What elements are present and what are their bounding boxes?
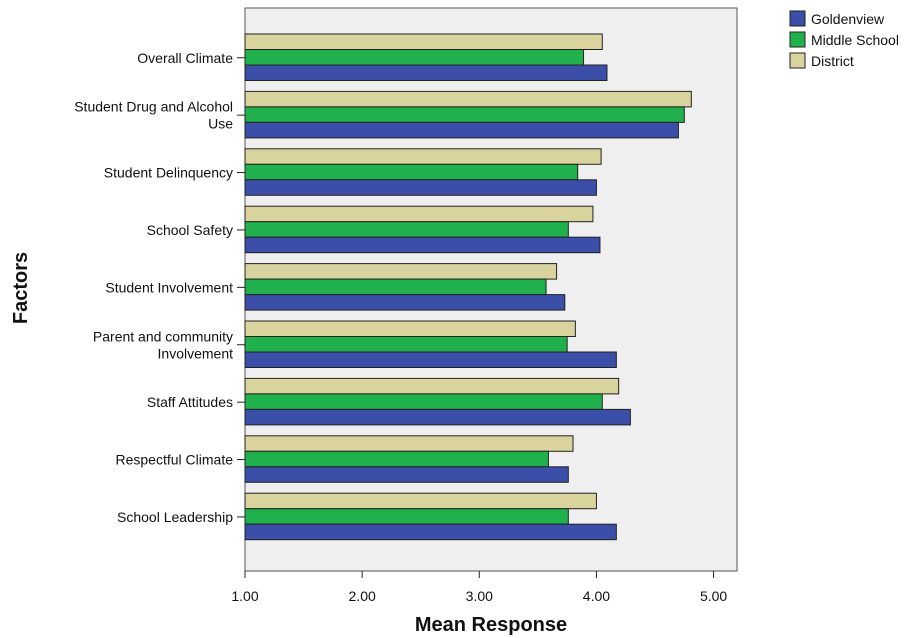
legend-label: Middle School: [811, 32, 899, 48]
bar-district: [244, 435, 574, 452]
category-label: Student Drug and Alcohol: [74, 99, 233, 115]
legend-label: Goldenview: [811, 11, 885, 27]
bar-district: [244, 90, 692, 108]
x-tick-label: 1.00: [231, 588, 258, 604]
category-labels: Overall Climate Student Drug and AlcoholU…: [74, 50, 245, 525]
bar-middle-school: [244, 163, 579, 181]
bar-goldenview: [244, 466, 569, 483]
category-label: School Leadership: [117, 509, 233, 525]
legend-label: District: [811, 53, 854, 69]
category-label: Student Delinquency: [104, 165, 233, 181]
bar-district: [244, 320, 576, 337]
category-label: Overall Climate: [137, 50, 233, 66]
bar-middle-school: [244, 336, 568, 353]
bar-middle-school: [244, 49, 585, 66]
bar-goldenview: [244, 64, 608, 81]
x-tick-label: 5.00: [700, 588, 727, 604]
bar-district: [244, 205, 594, 223]
bar-goldenview: [244, 351, 617, 368]
category-label: Involvement: [158, 345, 234, 361]
bar-middle-school: [244, 278, 547, 296]
x-tick-label: 2.00: [349, 588, 376, 604]
bar-middle-school: [244, 508, 569, 525]
bar-middle-school: [244, 221, 569, 238]
category-label: Respectful Climate: [116, 452, 234, 468]
bar-goldenview: [244, 236, 601, 254]
bar-goldenview: [244, 179, 597, 196]
bar-district: [244, 492, 597, 510]
legend-swatch-goldenview: [789, 10, 806, 27]
bar-goldenview: [244, 408, 631, 426]
bar-middle-school: [244, 393, 603, 410]
legend-swatch-district: [789, 52, 806, 69]
bar-district: [244, 377, 620, 395]
legend-swatch-middle-school: [789, 31, 806, 48]
x-tick-label: 4.00: [583, 588, 610, 604]
category-label: Parent and community: [93, 328, 233, 344]
bar-district: [244, 148, 602, 165]
bar-goldenview: [244, 523, 617, 541]
category-label: Use: [208, 116, 233, 132]
x-axis: 1.00 2.00 3.00 4.00 5.00: [231, 571, 727, 604]
bar-middle-school: [244, 106, 685, 123]
category-label: Student Involvement: [105, 279, 233, 295]
category-label: School Safety: [147, 222, 233, 238]
bar-middle-school: [244, 450, 549, 468]
x-axis-title: Mean Response: [415, 614, 567, 636]
x-tick-label: 3.00: [466, 588, 493, 604]
bar-goldenview: [244, 121, 679, 139]
bars-group: [244, 33, 692, 541]
legend: Goldenview Middle School District: [789, 10, 899, 69]
bar-goldenview: [244, 294, 566, 311]
y-axis-title: Factors: [10, 252, 32, 324]
category-label: Staff Attitudes: [147, 394, 233, 410]
bar-district: [244, 263, 558, 280]
bar-district: [244, 33, 603, 50]
